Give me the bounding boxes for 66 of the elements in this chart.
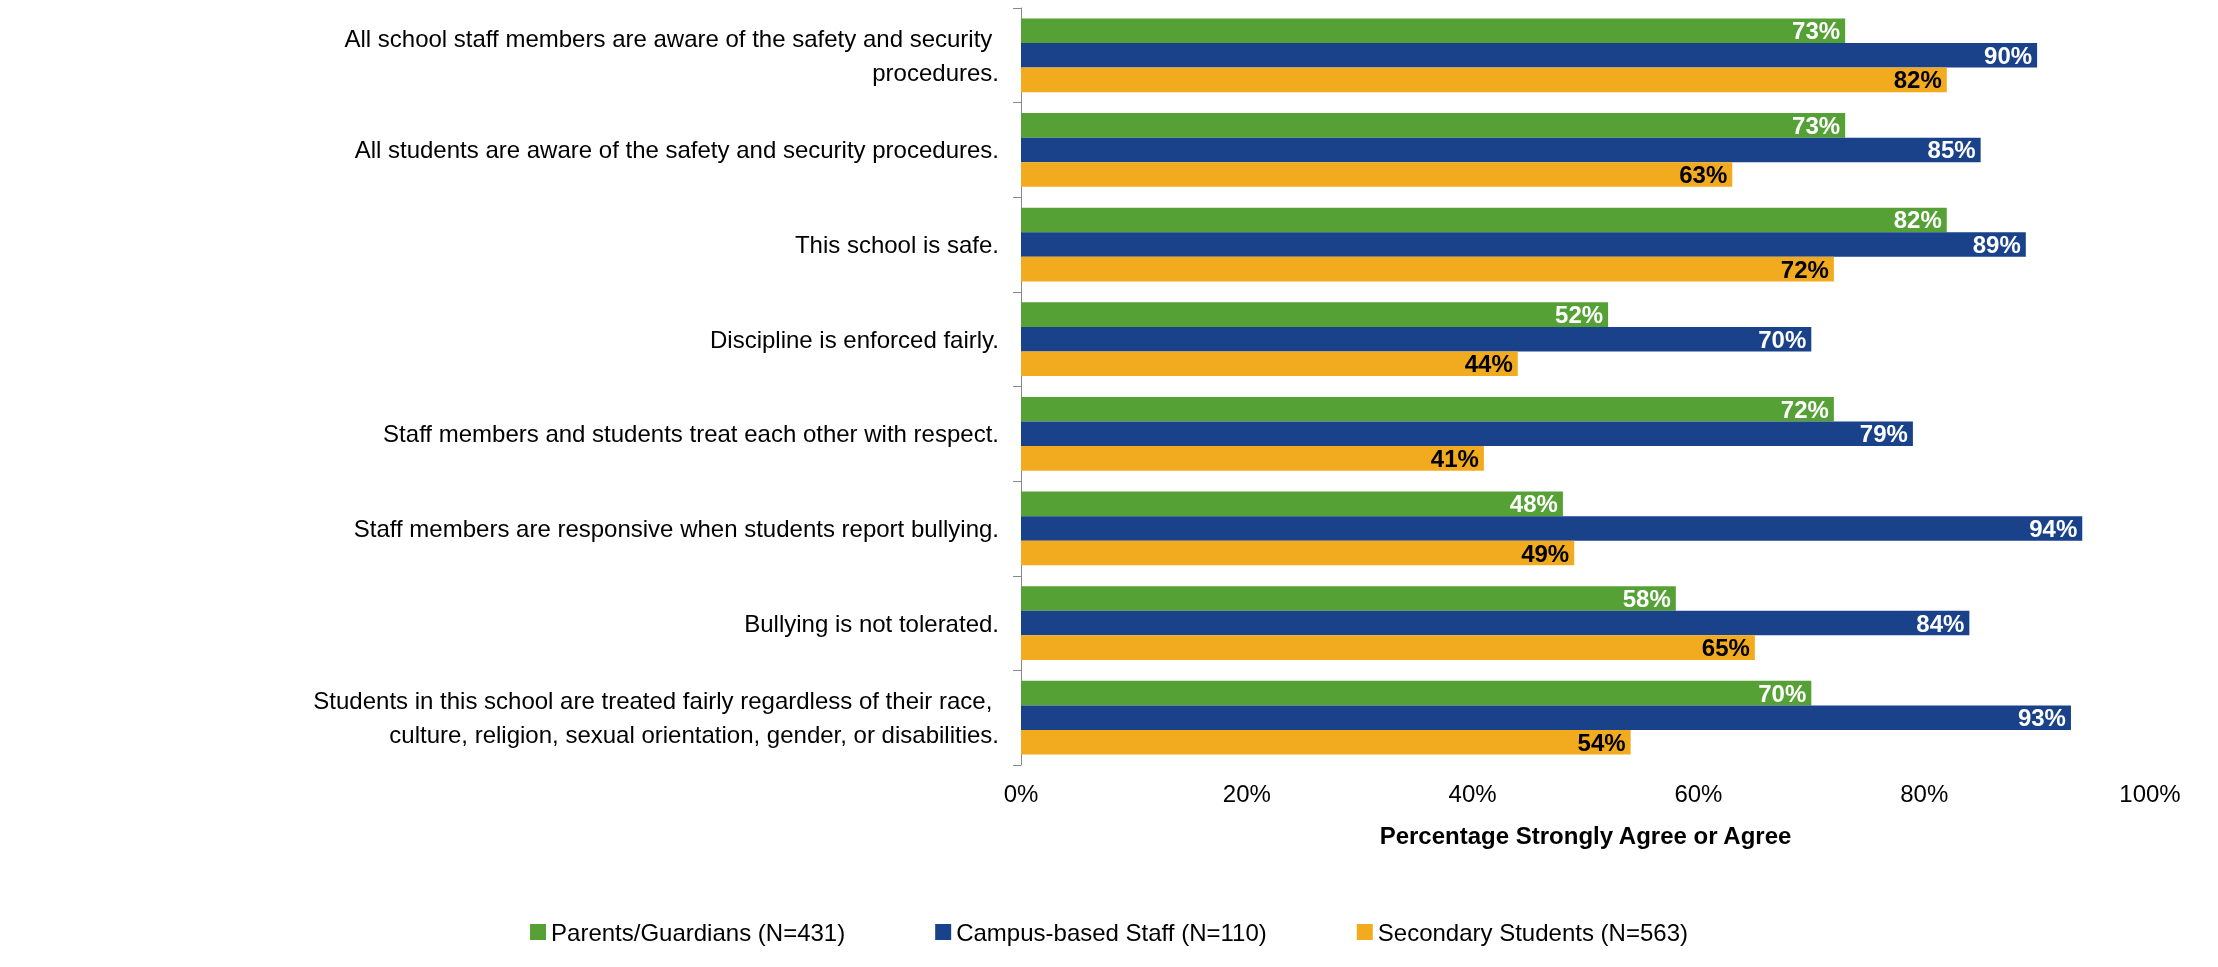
y-tick-label: All school staff members are aware of the safety and security procedures. xyxy=(344,24,999,86)
data-label: 49% xyxy=(1521,539,1570,567)
bar xyxy=(1021,207,1947,233)
bar xyxy=(1021,421,1913,447)
data-label: 41% xyxy=(1430,444,1479,472)
data-label: 72% xyxy=(1780,395,1829,423)
data-label: 85% xyxy=(1927,136,1976,164)
data-label: 52% xyxy=(1555,301,1604,329)
data-label: 54% xyxy=(1577,728,1626,756)
y-tick-label: Staff members are responsive when students report bullying. xyxy=(353,514,999,542)
bar xyxy=(1021,351,1518,377)
data-label: 63% xyxy=(1679,161,1728,189)
y-tick-label: Students in this school are treated fairly regardless of their race, culture, religion, sexual orientation, gender, or disabilities. xyxy=(313,687,999,749)
data-label: 70% xyxy=(1758,325,1807,353)
data-label: 82% xyxy=(1893,66,1942,94)
x-tick-label: 40% xyxy=(1448,779,1497,807)
bar xyxy=(1021,43,2038,68)
bar xyxy=(1021,256,1834,282)
bar xyxy=(1021,610,1970,636)
bar xyxy=(1021,705,2071,730)
x-tick-label: 0% xyxy=(1003,779,1039,807)
bar xyxy=(1021,446,1484,471)
bar xyxy=(1021,635,1755,660)
y-tick-label: Bullying is not tolerated. xyxy=(744,609,999,637)
bar xyxy=(1021,137,1981,163)
x-tick-label: 20% xyxy=(1222,779,1271,807)
data-label: 58% xyxy=(1622,584,1671,612)
data-label: 73% xyxy=(1792,111,1841,139)
bar xyxy=(1021,680,1812,706)
bar xyxy=(1021,729,1631,755)
legend-label: Secondary Students (N=563) xyxy=(1377,918,1688,946)
bar xyxy=(1021,302,1609,327)
data-label: 72% xyxy=(1780,255,1829,283)
bar xyxy=(1021,326,1812,352)
bar xyxy=(1021,396,1834,422)
data-label: 89% xyxy=(1972,231,2021,259)
data-label: 79% xyxy=(1859,420,1908,448)
data-label: 70% xyxy=(1758,679,1807,707)
data-label: 73% xyxy=(1792,17,1841,45)
legend-label: Parents/Guardians (N=431) xyxy=(551,918,846,946)
bar xyxy=(1021,232,2026,257)
x-tick-label: 100% xyxy=(2119,779,2181,807)
data-label: 82% xyxy=(1893,206,1942,234)
bar xyxy=(1021,516,2083,541)
y-tick-label: All students are aware of the safety and security procedures. xyxy=(354,136,999,164)
data-label: 93% xyxy=(2017,704,2066,732)
y-tick-label: This school is safe. xyxy=(794,231,999,259)
data-label: 84% xyxy=(1916,609,1965,637)
y-tick-label: Staff members and students treat each other with respect. xyxy=(383,420,999,448)
data-label: 65% xyxy=(1701,634,1750,662)
bar xyxy=(1021,113,1846,138)
bar xyxy=(1021,162,1733,187)
bar xyxy=(1021,586,1676,611)
data-label: 48% xyxy=(1509,490,1558,518)
bar xyxy=(1021,491,1563,517)
legend-label: Campus-based Staff (N=110) xyxy=(956,918,1267,946)
y-tick-label: Discipline is enforced fairly. xyxy=(710,325,999,353)
data-label: 90% xyxy=(1984,41,2033,69)
x-tick-label: 80% xyxy=(1900,779,1949,807)
x-tick-label: 60% xyxy=(1674,779,1723,807)
x-axis-title: Percentage Strongly Agree or Agree xyxy=(1379,821,1792,849)
bar xyxy=(1021,540,1575,566)
bar xyxy=(1021,18,1846,44)
data-label: 94% xyxy=(2029,514,2078,542)
data-label: 44% xyxy=(1464,350,1513,378)
bar xyxy=(1021,67,1947,93)
